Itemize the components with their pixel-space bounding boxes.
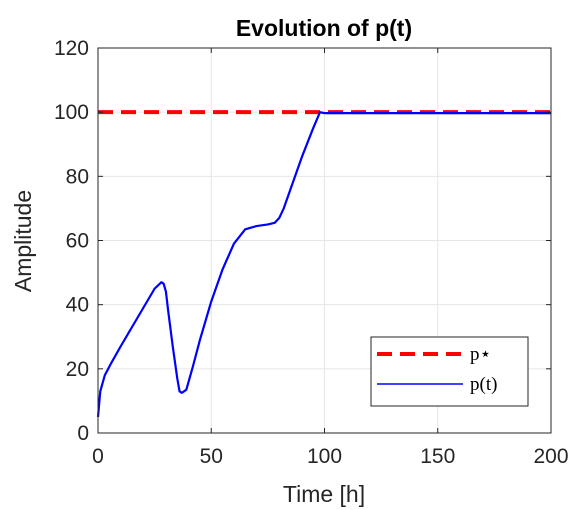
x-tick-label: 150 xyxy=(420,445,455,468)
ticks xyxy=(97,47,552,434)
legend-label-p-t: p(t) xyxy=(470,374,497,395)
y-tick-label: 40 xyxy=(66,294,89,317)
x-tick-label: 200 xyxy=(533,445,568,468)
y-tick-label: 0 xyxy=(77,422,89,445)
x-tick-label: 50 xyxy=(200,445,223,468)
legend-label-p-star: p⋆ xyxy=(470,344,491,365)
x-axis-label: Time [h] xyxy=(283,481,365,507)
x-tick-label: 0 xyxy=(92,445,104,468)
legend-box xyxy=(370,336,529,407)
x-tick-label: 100 xyxy=(307,445,342,468)
y-tick-label: 80 xyxy=(66,165,89,188)
tick-labels: 0 50 100 150 200 0 20 40 60 80 100 120 xyxy=(54,37,569,468)
series-layer xyxy=(96,110,551,418)
y-tick-label: 20 xyxy=(66,358,89,381)
y-axis-label: Amplitude xyxy=(10,190,36,292)
y-tick-label: 120 xyxy=(54,37,89,60)
chart-title: Evolution of p(t) xyxy=(236,15,412,41)
legend: p⋆ p(t) xyxy=(370,336,529,407)
y-tick-label: 100 xyxy=(54,101,89,124)
y-tick-label: 60 xyxy=(66,230,89,253)
series-line-p-t xyxy=(96,111,551,418)
